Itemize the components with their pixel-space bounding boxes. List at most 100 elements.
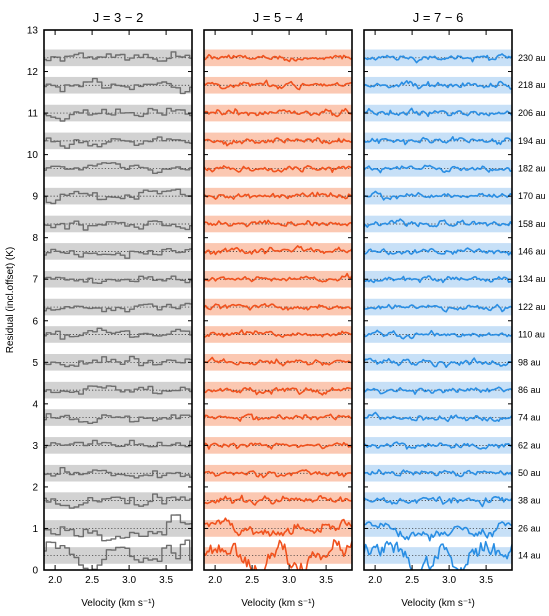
y-tick-label: 1	[32, 524, 38, 535]
x-tick-label: 3.5	[159, 575, 173, 586]
series-line-194-au	[44, 136, 192, 149]
series-line-122-au	[204, 303, 352, 311]
series-line-134-au	[204, 272, 352, 283]
radius-label: 26 au	[518, 523, 541, 533]
series-line-74-au	[44, 413, 192, 424]
series-line-98-au	[364, 357, 512, 368]
radius-label: 38 au	[518, 496, 541, 506]
series-line-218-au	[44, 77, 192, 95]
series-line-230-au	[44, 51, 192, 62]
radius-label: 182 au	[518, 163, 546, 173]
y-tick-label: 8	[32, 233, 38, 244]
series-line-206-au	[364, 107, 512, 118]
series-line-26-au	[204, 517, 352, 537]
series-line-230-au	[204, 53, 352, 63]
radius-label: 194 au	[518, 136, 546, 146]
radius-label: 170 au	[518, 191, 546, 201]
radius-label: 230 au	[518, 53, 546, 63]
panel-title: J = 5 − 4	[253, 10, 304, 25]
x-axis-label: Velocity (km s⁻¹)	[401, 598, 475, 609]
panel-1: J = 3 − 2 2.0 2.5 3.0 3.5 Velocity (km s⁻¹) 0 1…	[27, 10, 193, 609]
x-tick-label: 3.0	[122, 575, 136, 586]
panel-plot-area	[44, 49, 192, 570]
series-line-110-au	[44, 327, 192, 340]
radius-label: 110 au	[518, 329, 545, 339]
series-line-86-au	[44, 385, 192, 395]
series-line-146-au	[44, 248, 192, 259]
series-line-14-au	[364, 540, 512, 570]
radius-label: 98 au	[518, 357, 541, 367]
series-line-158-au	[364, 218, 512, 228]
series-line-194-au	[364, 136, 512, 146]
series-line-98-au	[204, 356, 352, 367]
radius-label: 146 au	[518, 246, 546, 256]
series-line-170-au	[364, 190, 512, 201]
series-line-122-au	[364, 303, 512, 313]
series-line-158-au	[204, 219, 352, 228]
panel-title: J = 7 − 6	[413, 10, 464, 25]
y-tick-label: 5	[32, 358, 38, 369]
panels: J = 3 − 2 2.0 2.5 3.0 3.5 Velocity (km s⁻¹) 0 1…	[27, 10, 513, 609]
radius-label: 86 au	[518, 385, 541, 395]
series-line-110-au	[364, 329, 512, 340]
radius-label: 122 au	[518, 302, 546, 312]
series-line-38-au	[44, 493, 192, 509]
y-tick-label: 2	[32, 482, 38, 493]
series-line-182-au	[204, 165, 352, 173]
radius-labels: 14 au 26 au 38 au 50 au 62 au 74 au 86 au 98 au…	[518, 53, 546, 561]
series-line-14-au	[44, 539, 192, 570]
x-tick-label: 2.0	[368, 575, 382, 586]
series-line-170-au	[44, 188, 192, 205]
series-line-146-au	[204, 245, 352, 256]
series-line-74-au	[364, 411, 512, 423]
x-tick-label: 3.5	[319, 575, 333, 586]
x-tick-label: 3.0	[442, 575, 456, 586]
radius-label: 134 au	[518, 274, 546, 284]
series-line-194-au	[204, 137, 352, 147]
x-tick-label: 3.5	[479, 575, 493, 586]
series-line-182-au	[44, 162, 192, 174]
series-line-50-au	[364, 469, 512, 478]
series-line-50-au	[44, 467, 192, 479]
y-tick-label: 7	[32, 275, 38, 286]
x-tick-label: 2.0	[208, 575, 222, 586]
series-line-14-au	[204, 539, 352, 570]
radius-label: 158 au	[518, 219, 546, 229]
panel-frame	[43, 29, 193, 571]
series-line-98-au	[44, 355, 192, 368]
series-line-26-au	[44, 514, 192, 542]
series-line-134-au	[364, 275, 512, 284]
panel-title: J = 3 − 2	[93, 10, 144, 25]
radius-label: 74 au	[518, 413, 541, 423]
series-line-74-au	[204, 413, 352, 422]
panel-frame	[203, 29, 353, 571]
series-line-218-au	[204, 79, 352, 91]
series-line-38-au	[364, 496, 512, 508]
y-tick-label: 0	[32, 566, 38, 577]
x-tick-label: 2.5	[405, 575, 419, 586]
panel-plot-area	[364, 49, 512, 570]
series-line-134-au	[44, 275, 192, 284]
series-line-26-au	[364, 521, 512, 542]
radius-label: 62 au	[518, 440, 541, 450]
series-line-206-au	[44, 107, 192, 122]
series-line-230-au	[364, 53, 512, 64]
radius-label: 206 au	[518, 108, 546, 118]
y-tick-label: 9	[32, 192, 38, 203]
x-axis-label: Velocity (km s⁻¹)	[81, 598, 155, 609]
series-line-182-au	[364, 164, 512, 174]
series-line-62-au	[364, 441, 512, 450]
series-line-122-au	[44, 302, 192, 313]
series-line-62-au	[44, 439, 192, 449]
y-tick-label: 4	[32, 399, 38, 410]
panel-plot-area	[204, 49, 352, 570]
x-tick-label: 2.0	[48, 575, 62, 586]
y-tick-label: 11	[28, 109, 39, 120]
y-axis-label: Residual (incl.offset) (K)	[5, 247, 16, 354]
radius-label: 50 au	[518, 468, 541, 478]
y-tick-label: 12	[27, 67, 39, 78]
y-tick-label: 3	[32, 441, 38, 452]
radius-label: 218 au	[518, 80, 546, 90]
series-line-50-au	[204, 469, 352, 479]
